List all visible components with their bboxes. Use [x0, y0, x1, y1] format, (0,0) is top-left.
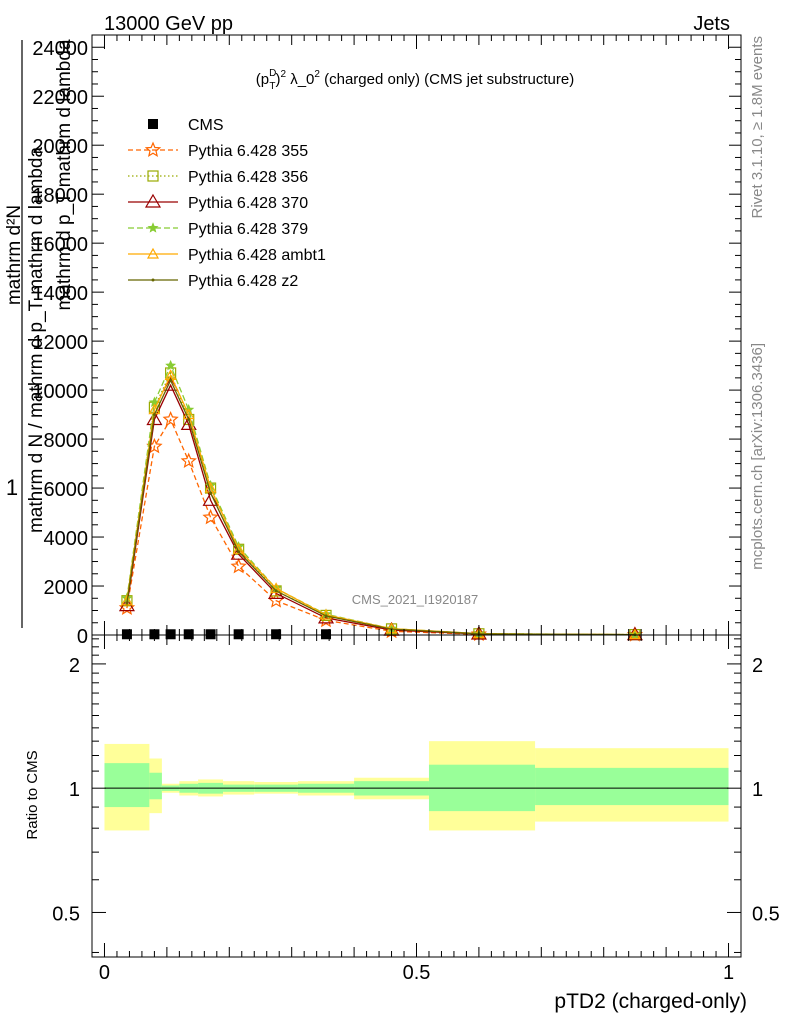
ratio-band-inner — [149, 772, 162, 800]
data-point-z2 — [125, 601, 129, 605]
series-line-p370 — [126, 383, 635, 636]
ratio-y-tick-label: 2 — [69, 655, 80, 677]
ratio-band-inner — [535, 767, 729, 806]
data-point-355 — [162, 410, 179, 427]
y-tick-label: 2000 — [44, 577, 89, 599]
data-point-z2 — [151, 278, 155, 282]
data-point-379 — [147, 222, 159, 233]
y-label-line-1: mathrm d²N — [4, 205, 25, 305]
data-point-z2 — [152, 413, 156, 417]
legend-label-z2: Pythia 6.428 z2 — [188, 273, 298, 290]
data-point-z2 — [187, 417, 191, 421]
rivet-label: Rivet 3.1.10, ≥ 1.8M events — [749, 36, 766, 219]
y-tick-label: 4000 — [44, 528, 89, 550]
series-line-p355 — [126, 418, 635, 636]
data-point-z2 — [209, 491, 213, 495]
legend-label-p379: Pythia 6.428 379 — [188, 221, 308, 238]
legend-label-p355: Pythia 6.428 355 — [188, 143, 308, 160]
mcplots-label: mcplots.cern.ch [arXiv:1306.3436] — [749, 343, 766, 570]
data-point-cms — [165, 629, 176, 640]
data-point-ambt1 — [120, 594, 133, 606]
data-point-cms — [233, 629, 244, 640]
data-point-z2 — [324, 614, 328, 618]
ratio-y-tick-label-right: 2 — [752, 655, 763, 677]
data-point-z2 — [237, 550, 241, 554]
y-tick-label: 0 — [77, 626, 88, 648]
data-point-z2 — [169, 378, 173, 382]
ratio-y-tick-label-right: 0.5 — [752, 903, 780, 925]
data-point-cms — [121, 629, 132, 640]
main-axes: 0 2000 4000 6000 8000 10000 12000 14000 16000 180… — [32, 35, 741, 648]
data-point-370 — [146, 411, 163, 426]
y-tick-label: 24000 — [32, 38, 88, 60]
data-point-cms — [321, 629, 332, 640]
ratio-band-inner — [104, 763, 150, 808]
legend-label-cms: CMS — [188, 117, 224, 134]
legend: CMS Pythia 6.428 355 Pythia 6.428 356 Pythi… — [128, 117, 326, 290]
chart-title: (pD T)2 λ_02 (charged only) (CMS jet subs… — [256, 68, 574, 92]
series-line-p356 — [126, 371, 635, 636]
ratio-y-tick-label: 0.5 — [52, 903, 80, 925]
data-point-ambt1 — [146, 247, 160, 259]
data-point-355 — [230, 557, 247, 574]
legend-label-p370: Pythia 6.428 370 — [188, 195, 308, 212]
y-tick-label: 18000 — [32, 185, 88, 207]
watermark: CMS_2021_I1920187 — [352, 592, 479, 607]
data-point-z2 — [274, 589, 278, 593]
y-axis-label: mathrm d²N 1 mathrm d N / mathrm d p_T m… — [4, 39, 75, 628]
x-axis-label: pTD2 (charged-only) — [554, 990, 747, 1013]
x-tick-label: 0 — [99, 962, 110, 984]
ratio-axes: 0.5 0.5 1 1 2 2 0 0.5 1 — [52, 635, 780, 984]
ratio-panel: 0.5 0.5 1 1 2 2 0 0.5 1 Ratio to CMS pTD2 (charg… — [24, 634, 780, 1013]
x-tick-label: 0.5 — [403, 962, 431, 984]
y-tick-label: 22000 — [32, 87, 88, 109]
y-tick-label: 12000 — [32, 332, 88, 354]
y-tick-label: 14000 — [32, 283, 88, 305]
x-tick-label: 1 — [723, 962, 734, 984]
data-point-356 — [147, 170, 159, 182]
y-tick-label: 6000 — [44, 479, 89, 501]
ratio-y-label: Ratio to CMS — [24, 750, 41, 839]
data-point-cms — [148, 119, 158, 129]
data-point-355 — [144, 141, 162, 157]
header-right: Jets — [693, 13, 730, 35]
ratio-y-tick-label-right: 1 — [752, 779, 763, 801]
data-point-cms — [183, 629, 194, 640]
data-point-355 — [180, 452, 197, 469]
data-point-370 — [144, 193, 162, 208]
legend-label-ambt1: Pythia 6.428 ambt1 — [188, 247, 326, 264]
y-label-line-3: mathrm d N / mathrm d p_T mathrm d lambd… — [26, 147, 47, 534]
series-cms — [121, 629, 332, 640]
y-label-line-4: mathrm d p_T mathrm d lambda — [54, 39, 75, 310]
ratio-bands — [104, 741, 729, 831]
y-tick-label: 10000 — [32, 381, 88, 403]
ratio-y-tick-label: 1 — [69, 779, 80, 801]
data-point-cms — [205, 629, 216, 640]
legend-label-p356: Pythia 6.428 356 — [188, 169, 308, 186]
y-tick-label: 16000 — [32, 234, 88, 256]
y-tick-label: 20000 — [32, 136, 88, 158]
y-label-line-2: 1 — [6, 475, 18, 500]
y-tick-label: 8000 — [44, 430, 89, 452]
data-point-ambt1 — [232, 543, 245, 554]
data-point-379 — [165, 359, 177, 371]
data-point-355 — [202, 508, 219, 525]
main-panel: CMS_2021_I1920187 0 2000 4000 6000 8000 10000… — [4, 34, 742, 648]
header-left: 13000 GeV pp — [104, 13, 233, 35]
data-point-cms — [271, 629, 282, 640]
